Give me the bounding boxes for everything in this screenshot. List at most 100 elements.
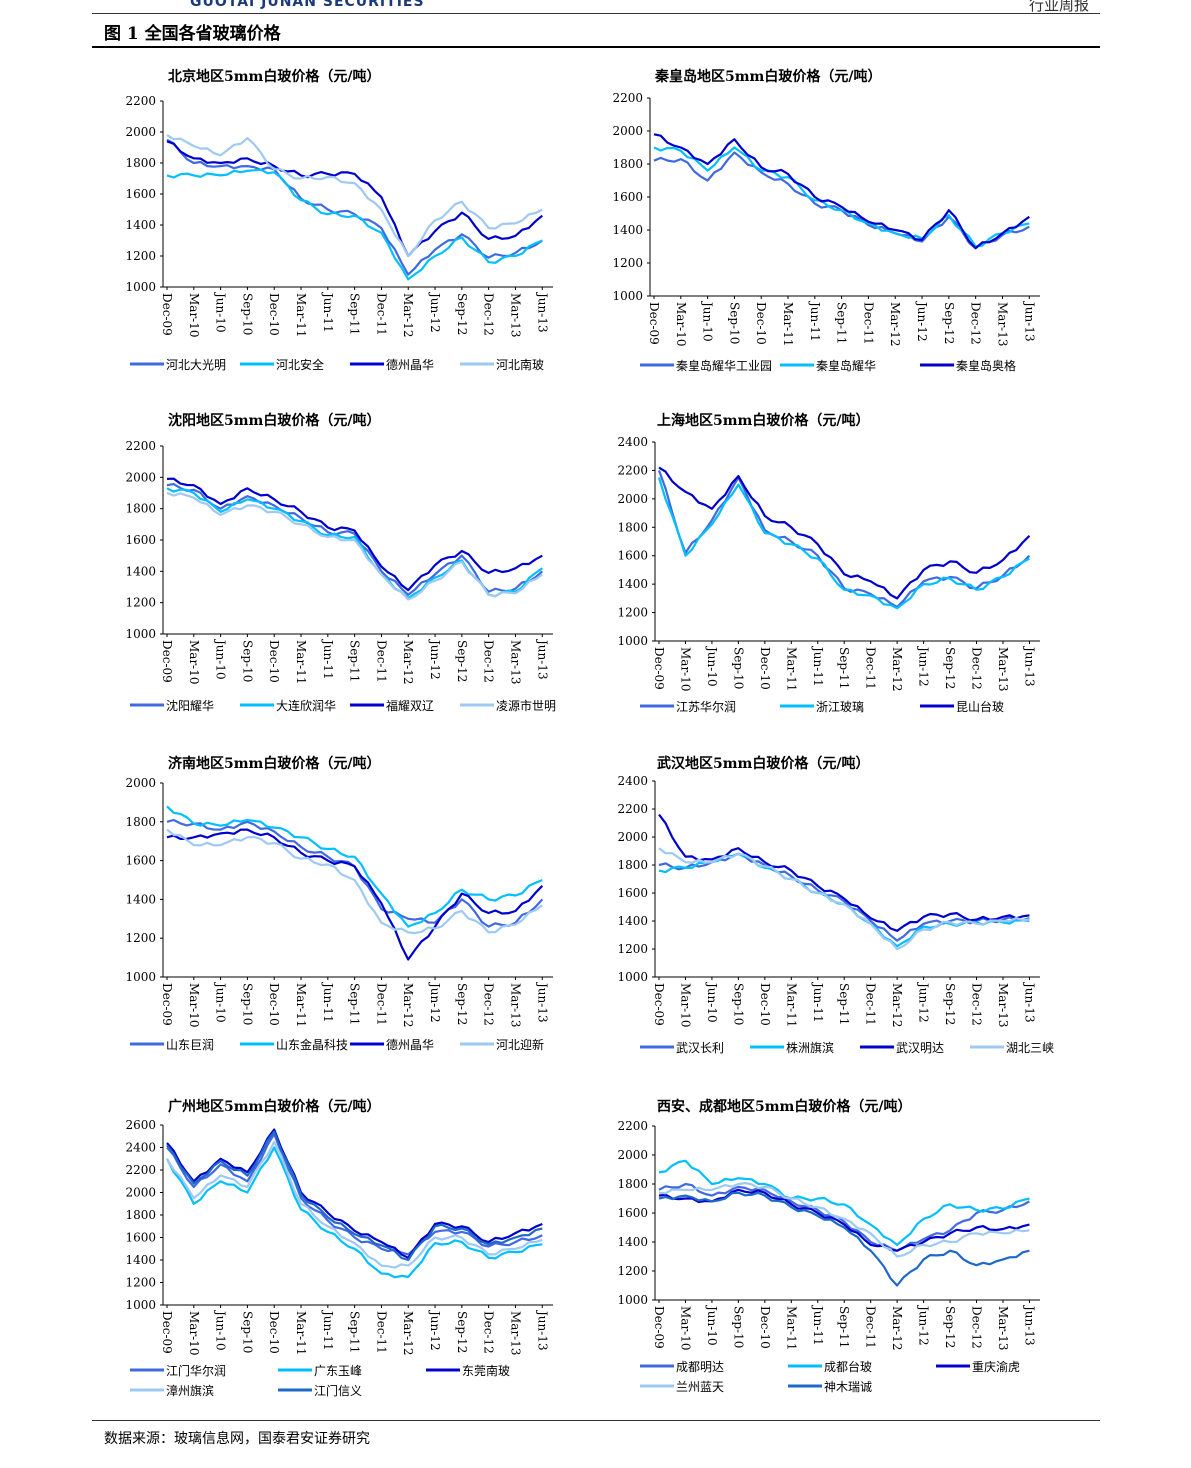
x-tick-label: Mar-13 [996, 647, 1010, 692]
x-tick-label: Mar-13 [996, 1306, 1010, 1351]
series-line-2 [653, 146, 1030, 248]
legend-label: 江门华尔润 [166, 1363, 226, 1378]
legend-label: 浙江玻璃 [816, 700, 864, 714]
y-tick-label: 2400 [617, 774, 648, 788]
x-tick-label: Dec-12 [969, 302, 983, 345]
series-line-3 [658, 466, 1031, 600]
x-tick-label: Dec-11 [374, 1311, 388, 1354]
series-line-2 [166, 805, 543, 928]
x-tick-label: Mar-12 [890, 1306, 904, 1351]
x-tick-label: Sep-11 [837, 983, 851, 1025]
x-tick-label: Dec-09 [652, 647, 666, 690]
x-tick-label: Mar-10 [187, 640, 201, 685]
legend-label: 株洲旗滨 [786, 1040, 834, 1055]
y-tick-label: 1600 [612, 190, 643, 204]
legend-label: 山东金晶科技 [276, 1037, 348, 1052]
y-tick-label: 1600 [125, 533, 156, 547]
x-tick-label: Sep-12 [455, 983, 469, 1025]
legend-label: 德州晶华 [386, 357, 434, 372]
x-tick-label: Jun-13 [535, 1309, 549, 1351]
x-tick-label: Sep-10 [240, 983, 254, 1025]
x-tick-label: Mar-11 [294, 293, 308, 338]
x-tick-label: Jun-11 [811, 645, 825, 687]
x-tick-label: Jun-11 [811, 981, 825, 1023]
y-tick-label: 2000 [125, 125, 156, 139]
x-tick-label: Sep-12 [943, 647, 957, 689]
x-tick-label: Mar-12 [401, 983, 415, 1028]
x-tick-label: Dec-11 [374, 983, 388, 1026]
x-tick-label: Mar-12 [890, 983, 904, 1028]
y-tick-label: 1000 [125, 970, 156, 984]
y-tick-label: 2000 [125, 776, 156, 790]
series-line-2 [657, 477, 1030, 610]
x-tick-label: Jun-12 [917, 645, 931, 687]
x-tick-label: Dec-12 [482, 640, 496, 683]
header-logo: GUOTAI JUNAN SECURITIES [190, 0, 425, 10]
x-tick-label: Mar-10 [187, 983, 201, 1028]
x-tick-label: Dec-12 [482, 983, 496, 1026]
x-tick-label: Dec-10 [758, 1306, 772, 1349]
legend-label: 秦皇岛奥格 [956, 358, 1016, 373]
x-tick-label: Jun-10 [705, 981, 719, 1023]
y-tick-label: 1200 [612, 256, 643, 270]
x-tick-label: Sep-12 [942, 302, 956, 344]
charts-canvas: 北京地区5mm白玻价格（元/吨） 1000 1200 1400 1600 1800 2000… [125, 68, 1054, 1398]
series-line-4 [658, 847, 1030, 951]
x-tick-label: Jun-13 [1022, 300, 1036, 342]
y-tick-label: 2000 [125, 1186, 156, 1200]
x-tick-label: Mar-13 [508, 983, 522, 1028]
y-tick-label: 1000 [612, 289, 643, 303]
chart-panel-2: 秦皇岛地区5mm白玻价格（元/吨） 1000 1200 1400 1600 1800 200… [612, 68, 1040, 373]
x-tick-label: Mar-13 [508, 1311, 522, 1356]
source-note: 数据来源：玻璃信息网，国泰君安证券研究 [104, 1431, 370, 1447]
y-tick-label: 2200 [125, 439, 156, 453]
chart-panel-7: 广州地区5mm白玻价格（元/吨） 1000 1200 1400 1600 1800 2000… [125, 1098, 553, 1398]
x-tick-label: Sep-10 [240, 1311, 254, 1353]
series-line-5 [658, 1191, 1030, 1287]
y-tick-label: 2000 [617, 1148, 648, 1162]
y-tick-label: 1000 [125, 280, 156, 294]
legend-label: 凌源市世明 [496, 698, 556, 713]
x-tick-label: Dec-09 [647, 302, 661, 345]
series-line-5 [166, 1130, 543, 1262]
chart-title: 武汉地区5mm白玻价格（元/吨） [657, 755, 869, 772]
y-tick-label: 2200 [125, 1163, 156, 1177]
figure-title: 图 1 全国各省玻璃价格 [104, 24, 281, 44]
x-tick-label: Sep-10 [731, 647, 745, 689]
x-tick-label: Mar-12 [890, 647, 904, 692]
y-tick-label: 1400 [617, 577, 648, 591]
x-tick-label: Dec-11 [864, 647, 878, 690]
series-line-1 [166, 138, 543, 276]
legend-label: 成都台玻 [824, 1359, 872, 1374]
x-tick-label: Jun-10 [214, 1309, 228, 1351]
x-tick-label: Jun-11 [811, 1304, 825, 1346]
chart-title: 北京地区5mm白玻价格（元/吨） [168, 68, 380, 85]
x-tick-label: Jun-13 [535, 981, 549, 1023]
y-tick-label: 1400 [617, 914, 648, 928]
y-tick-label: 2600 [125, 1118, 156, 1132]
y-tick-label: 1000 [125, 1298, 156, 1312]
header-report-type: 行业周报 [1028, 0, 1089, 14]
x-tick-label: Sep-12 [455, 640, 469, 682]
y-tick-label: 2000 [617, 830, 648, 844]
x-tick-label: Jun-13 [535, 638, 549, 680]
y-tick-label: 1800 [612, 157, 643, 171]
x-tick-label: Jun-10 [214, 638, 228, 680]
x-tick-label: Sep-10 [731, 983, 745, 1025]
x-tick-label: Dec-12 [482, 1311, 496, 1354]
series-line-2 [166, 168, 543, 281]
x-tick-label: Mar-12 [888, 302, 902, 347]
x-tick-label: Jun-12 [428, 638, 442, 680]
x-tick-label: Mar-12 [401, 640, 415, 685]
y-tick-label: 1000 [617, 970, 648, 984]
y-tick-label: 1400 [617, 1235, 648, 1249]
series-line-1 [166, 818, 544, 928]
y-tick-label: 1200 [125, 249, 156, 263]
x-tick-label: Sep-12 [455, 1311, 469, 1353]
legend-label: 秦皇岛耀华工业园 [676, 358, 772, 373]
y-tick-label: 1800 [125, 502, 156, 516]
y-tick-label: 1000 [125, 627, 156, 641]
x-tick-label: Sep-11 [837, 647, 851, 689]
chart-title: 广州地区5mm白玻价格（元/吨） [168, 1098, 380, 1115]
x-tick-label: Dec-11 [374, 640, 388, 683]
